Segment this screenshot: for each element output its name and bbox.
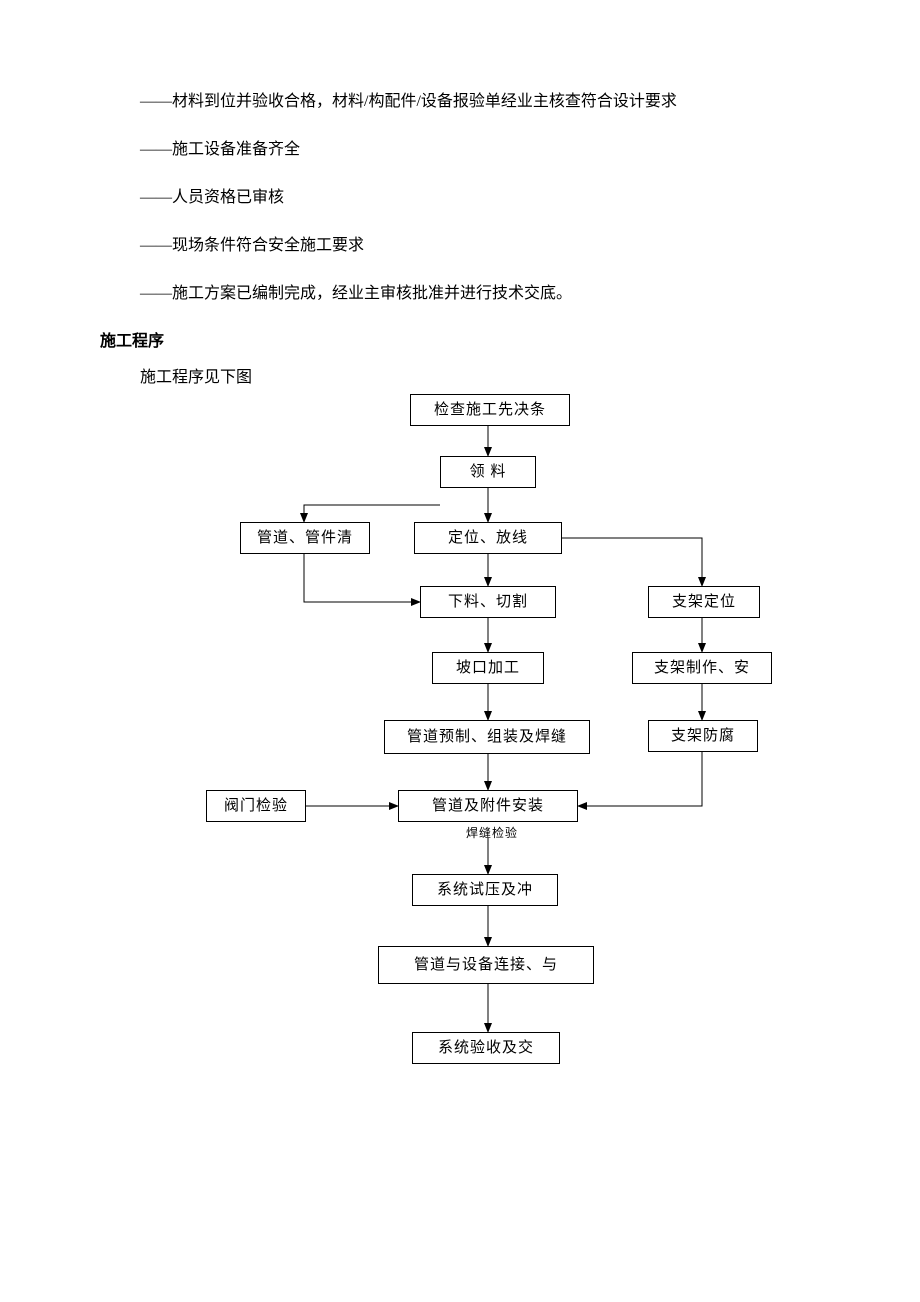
bullet-item: ——施工设备准备齐全 [100,138,820,162]
flowchart-node: 阀门检验 [206,790,306,822]
flowchart-node: 管道预制、组装及焊缝 [384,720,590,754]
flowchart-node: 支架制作、安 [632,652,772,684]
bullet-item: ——材料到位并验收合格，材料/构配件/设备报验单经业主核查符合设计要求 [100,90,820,114]
flowchart-node: 领 料 [440,456,536,488]
flowchart-node: 系统试压及冲 [412,874,558,906]
flowchart-node: 管道与设备连接、与 [378,946,594,984]
bullet-list: ——材料到位并验收合格，材料/构配件/设备报验单经业主核查符合设计要求 ——施工… [100,90,820,306]
section-heading: 施工程序 [100,330,820,354]
flowchart-node: 支架防腐 [648,720,758,752]
bullet-item: ——施工方案已编制完成，经业主审核批准并进行技术交底。 [100,282,820,306]
flowchart-node: 定位、放线 [414,522,562,554]
flowchart-node: 支架定位 [648,586,760,618]
flowchart-node: 管道及附件安装 [398,790,578,822]
bullet-item: ——现场条件符合安全施工要求 [100,234,820,258]
bullet-item: ——人员资格已审核 [100,186,820,210]
flowchart-node: 检查施工先决条 [410,394,570,426]
flowchart-node: 管道、管件清 [240,522,370,554]
flowchart-subtext: 焊缝检验 [462,824,522,842]
flowchart-node: 系统验收及交 [412,1032,560,1064]
flowchart: 检查施工先决条领 料定位、放线 管道、管件清下料、切割 支架定位坡口加工 支架制作、安… [100,394,820,1194]
flowchart-node: 下料、切割 [420,586,556,618]
flowchart-node: 坡口加工 [432,652,544,684]
intro-text: 施工程序见下图 [100,366,820,390]
